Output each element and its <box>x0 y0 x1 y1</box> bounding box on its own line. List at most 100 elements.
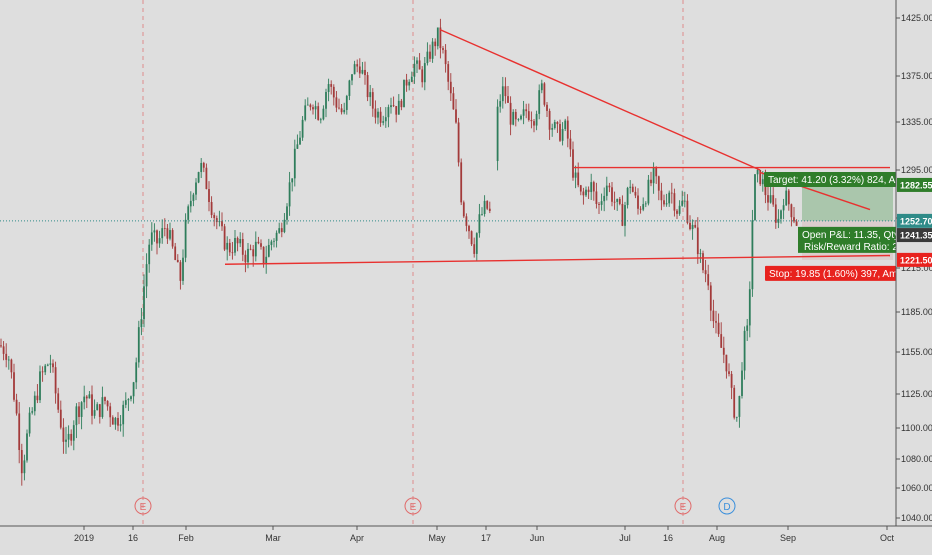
candle-body-291 <box>761 179 764 185</box>
price-tick-label-12: 1040.00 <box>901 513 932 523</box>
candle-body-213 <box>559 124 561 141</box>
earnings-marker-0[interactable]: E <box>134 497 152 515</box>
candle-body-266 <box>696 227 699 255</box>
candle-body-176 <box>457 122 460 163</box>
position-labels[interactable]: Target: 41.20 (3.32%) 824, Amount Open P&… <box>764 171 923 281</box>
candle-body-249 <box>652 167 655 184</box>
event-label-1: E <box>410 502 417 513</box>
candles <box>0 18 798 486</box>
candle-body-27 <box>70 433 73 441</box>
candle-body-80 <box>208 189 210 203</box>
candle-body-59 <box>153 230 156 233</box>
price-tick-label-7: 1155.00 <box>901 347 932 357</box>
candle-body-174 <box>452 93 455 110</box>
candle-body-15 <box>39 371 41 401</box>
candle-body-225 <box>590 182 593 193</box>
candle-body-246 <box>644 203 647 205</box>
price-axis[interactable]: 1425.001375.001335.001295.001255.001215.… <box>895 0 932 550</box>
target-label[interactable]: Target: 41.20 (3.32%) 824, Amount <box>764 171 923 187</box>
stop-label-text: Stop: 19.85 (1.60%) 397, Amount <box>769 269 917 280</box>
candle-body-190 <box>499 101 502 107</box>
candle-body-278 <box>728 371 730 374</box>
candle-body-58 <box>150 232 153 245</box>
candle-body-5 <box>13 372 15 400</box>
candle-body-242 <box>634 191 637 196</box>
candle-body-271 <box>709 285 712 311</box>
candle-body-71 <box>184 219 187 258</box>
candle-body-75 <box>195 182 197 195</box>
target-zone[interactable] <box>802 184 893 221</box>
candle-body-55 <box>143 286 145 320</box>
candle-body-42 <box>109 406 112 418</box>
trendline-ascending-support[interactable] <box>224 254 891 265</box>
price-tick-label-6: 1185.00 <box>901 307 932 317</box>
event-label-0: E <box>140 502 147 513</box>
candle-body-302 <box>790 204 793 218</box>
candle-body-70 <box>182 257 184 281</box>
price-axis-bg[interactable] <box>896 0 932 550</box>
candle-body-100 <box>260 243 262 247</box>
candle-body-295 <box>772 195 775 205</box>
candle-body-195 <box>512 111 515 125</box>
candle-body-64 <box>166 228 169 239</box>
time-axis-bg[interactable] <box>0 526 932 550</box>
candle-body-221 <box>579 185 582 192</box>
candle-body-280 <box>733 387 736 418</box>
time-tick-label-12: Oct <box>880 533 895 543</box>
candle-body-186 <box>483 200 486 214</box>
candle-body-207 <box>543 83 546 105</box>
candle-body-157 <box>408 81 411 86</box>
candle-body-63 <box>163 228 166 229</box>
price-label-dark: 1241.35 <box>897 228 932 243</box>
trendline-descending-resistance[interactable] <box>439 28 761 171</box>
candle-body-89 <box>231 252 234 254</box>
price-tick-label-5: 1215.00 <box>901 263 932 273</box>
time-axis[interactable]: 2019 16 Feb Mar Apr May 17 Jun Jul 16 Aug Sep Oct <box>0 525 932 550</box>
dividend-marker-3[interactable]: D <box>718 497 736 515</box>
candle-body-62 <box>161 228 164 239</box>
candle-body-288 <box>754 174 756 221</box>
candle-body-156 <box>405 79 408 86</box>
candle-body-92 <box>239 239 242 244</box>
earnings-marker-2[interactable]: E <box>674 497 692 515</box>
candle-body-57 <box>148 244 151 265</box>
candle-body-252 <box>660 190 663 201</box>
candle-body-226 <box>592 182 595 192</box>
candle-body-203 <box>533 121 535 126</box>
stop-label[interactable]: Stop: 19.85 (1.60%) 397, Amount <box>765 265 917 281</box>
candle-body-148 <box>384 117 387 122</box>
candle-body-102 <box>265 256 268 264</box>
candle-body-180 <box>468 225 470 232</box>
candle-body-236 <box>618 198 621 204</box>
candle-body-112 <box>291 178 294 183</box>
candle-body-173 <box>449 81 452 94</box>
candle-body-300 <box>785 190 788 206</box>
candle-body-138 <box>358 66 361 74</box>
candle-body-133 <box>345 95 348 110</box>
candle-body-197 <box>517 119 520 120</box>
candle-body-267 <box>699 253 702 255</box>
candle-body-251 <box>657 176 660 191</box>
candle-body-194 <box>509 102 512 125</box>
candle-body-290 <box>759 170 762 185</box>
earnings-marker-1[interactable]: E <box>404 497 422 515</box>
candle-body-25 <box>65 439 67 442</box>
candle-body-212 <box>556 122 559 125</box>
candle-body-243 <box>637 195 639 209</box>
candle-body-179 <box>465 216 468 226</box>
candle-body-85 <box>221 221 223 227</box>
candle-body-289 <box>756 170 759 175</box>
price-label-last: 1252.70 <box>897 213 932 228</box>
candle-body-36 <box>93 410 96 416</box>
trendlines[interactable] <box>224 28 891 265</box>
price-tick-label-9: 1100.00 <box>901 423 932 433</box>
candle-body-83 <box>215 218 218 223</box>
candle-body-40 <box>104 397 106 401</box>
time-tick-label-1: 16 <box>128 533 138 543</box>
candle-body-51 <box>132 382 135 397</box>
candle-body-13 <box>33 395 36 412</box>
